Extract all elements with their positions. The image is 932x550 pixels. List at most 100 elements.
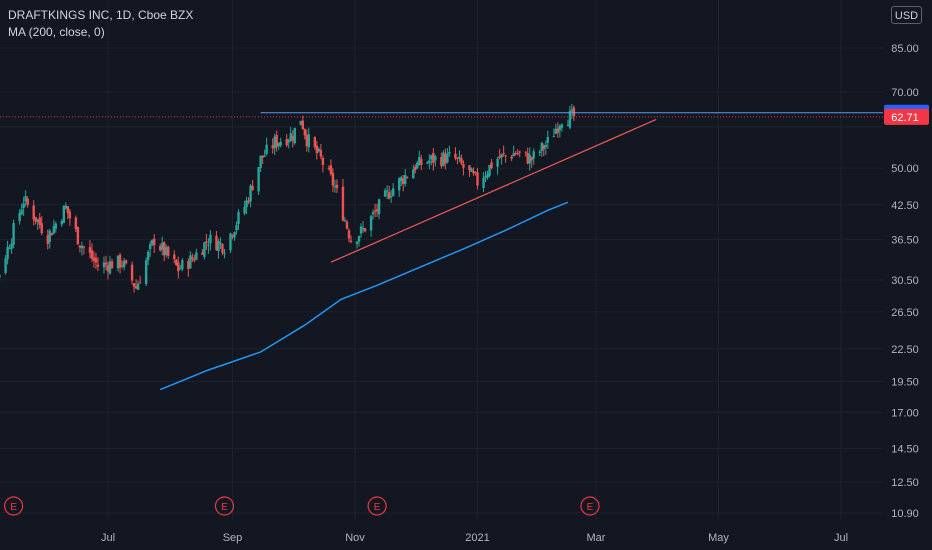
candle: [428, 154, 431, 170]
candle: [36, 218, 39, 231]
candle: [406, 176, 409, 179]
chart-legend: DRAFTKINGS INC, 1D, Cboe BZX MA (200, cl…: [8, 7, 193, 41]
candle: [524, 151, 527, 157]
earnings-event-marker[interactable]: E: [580, 496, 600, 516]
candle: [389, 189, 393, 203]
candle: [355, 240, 359, 249]
candle: [289, 126, 292, 142]
x-tick-label: Nov: [345, 532, 365, 544]
candle: [484, 170, 487, 183]
axes: 85.00 70.00 50.00 42.50 36.50 30.50 26.50 22.50…: [101, 43, 929, 544]
candle: [237, 209, 240, 230]
candle: [313, 136, 317, 150]
candle: [331, 168, 335, 193]
candle: [470, 167, 473, 173]
candle: [412, 164, 415, 179]
candle: [64, 202, 68, 210]
currency-button[interactable]: USD: [891, 6, 922, 24]
candle: [349, 235, 353, 244]
symbol-title[interactable]: DRAFTKINGS INC, 1D, Cboe BZX: [8, 8, 194, 22]
candle: [175, 259, 178, 267]
x-tick-label: May: [708, 532, 729, 544]
candle: [430, 154, 433, 166]
y-tick-label: 14.50: [891, 443, 919, 455]
candle: [518, 150, 521, 158]
indicator-title[interactable]: MA (200, close, 0): [8, 25, 105, 39]
candle: [375, 203, 379, 217]
candle: [387, 185, 391, 200]
candle: [315, 141, 319, 160]
candle: [80, 241, 84, 256]
candle: [347, 228, 351, 243]
candle: [273, 133, 276, 155]
candle: [476, 168, 479, 190]
last-price-tag: 62.71: [884, 108, 929, 125]
candle: [74, 215, 78, 232]
candle: [440, 152, 443, 169]
support-trendline[interactable]: [330, 118, 657, 263]
candle: [106, 261, 110, 280]
candle: [68, 208, 72, 226]
candle: [94, 252, 98, 270]
candle: [152, 234, 156, 254]
candle: [458, 150, 461, 162]
candle: [38, 212, 41, 229]
candle: [247, 197, 250, 205]
candle: [554, 123, 558, 135]
candle: [221, 243, 224, 256]
candles: [0, 103, 576, 293]
candle: [558, 124, 562, 138]
candle: [12, 219, 15, 249]
y-tick-label: 19.50: [891, 376, 919, 388]
y-tick-label: 50.00: [891, 163, 919, 175]
candle: [560, 123, 564, 132]
candle: [203, 241, 206, 260]
candle: [177, 256, 180, 279]
y-tick-label: 70.00: [891, 87, 919, 99]
candle: [420, 154, 423, 171]
candle: [327, 165, 331, 171]
candle: [279, 137, 282, 148]
candle: [317, 147, 321, 153]
candle: [510, 154, 513, 162]
candle: [514, 151, 517, 156]
candle: [96, 257, 100, 272]
candle: [62, 204, 66, 224]
candle: [132, 282, 136, 293]
x-tick-label: Jul: [834, 532, 848, 544]
candle: [46, 229, 49, 250]
candle: [275, 130, 278, 152]
earnings-event-marker[interactable]: E: [367, 496, 387, 516]
candle: [321, 155, 325, 173]
candle: [134, 279, 138, 290]
candle: [10, 238, 13, 254]
candle: [144, 257, 148, 286]
earnings-event-marker[interactable]: E: [214, 496, 235, 516]
y-tick-label: 10.90: [891, 508, 919, 520]
candle: [102, 256, 106, 274]
candle: [400, 175, 403, 187]
candle: [391, 183, 395, 197]
candle: [299, 120, 302, 126]
x-tick-label: Mar: [587, 532, 606, 544]
candle: [148, 241, 152, 257]
moving-average-line[interactable]: [159, 201, 569, 391]
candle: [472, 167, 475, 176]
candle: [540, 141, 543, 157]
candle: [363, 227, 367, 233]
candle: [468, 165, 471, 177]
candle: [26, 196, 29, 208]
svg-text:E: E: [374, 502, 381, 513]
candle: [414, 164, 417, 174]
candle: [207, 238, 210, 254]
candle: [498, 149, 501, 160]
candle: [195, 248, 198, 261]
svg-text:62.71: 62.71: [891, 112, 919, 124]
candle: [293, 127, 296, 145]
candle: [215, 230, 218, 251]
candle: [504, 154, 507, 163]
candle: [0, 274, 1, 285]
earnings-event-marker[interactable]: E: [4, 496, 24, 516]
